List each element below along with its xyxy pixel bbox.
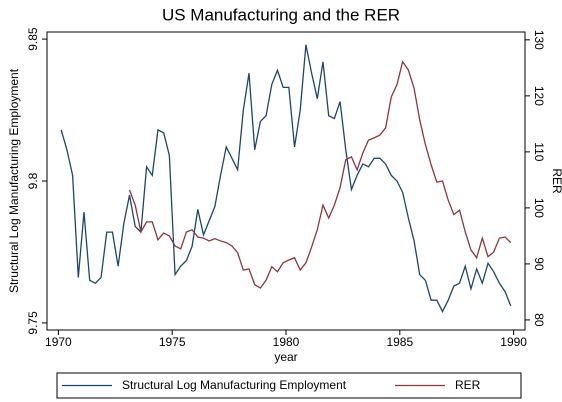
y-tick-label: 9.85 [26, 27, 40, 51]
legend-label: RER [455, 378, 481, 392]
y2-tick-label: 110 [532, 142, 546, 161]
series-line [60, 44, 512, 314]
y2-tick-label: 120 [532, 86, 546, 106]
y2-axis-label: RER [550, 168, 562, 194]
x-tick-label: 1990 [500, 335, 527, 349]
y2-tick-label: 90 [532, 257, 546, 271]
legend-label: Structural Log Manufacturing Employment [122, 378, 347, 392]
y2-tick-label: 80 [532, 313, 546, 327]
series-line [128, 60, 512, 289]
y-tick-label: 9.75 [26, 311, 40, 335]
x-tick-label: 1970 [45, 335, 72, 349]
chart-title: US Manufacturing and the RER [162, 5, 400, 24]
x-tick-label: 1980 [273, 335, 300, 349]
y2-tick-label: 100 [532, 198, 546, 218]
y-tick-label: 9.8 [26, 172, 40, 189]
y-axis-label: Structural Log Manufacturing Employment [7, 68, 21, 293]
x-tick-label: 1985 [386, 335, 413, 349]
y2-tick-label: 130 [532, 30, 546, 50]
x-axis-label: year [274, 350, 297, 364]
x-tick-label: 1975 [159, 335, 186, 349]
